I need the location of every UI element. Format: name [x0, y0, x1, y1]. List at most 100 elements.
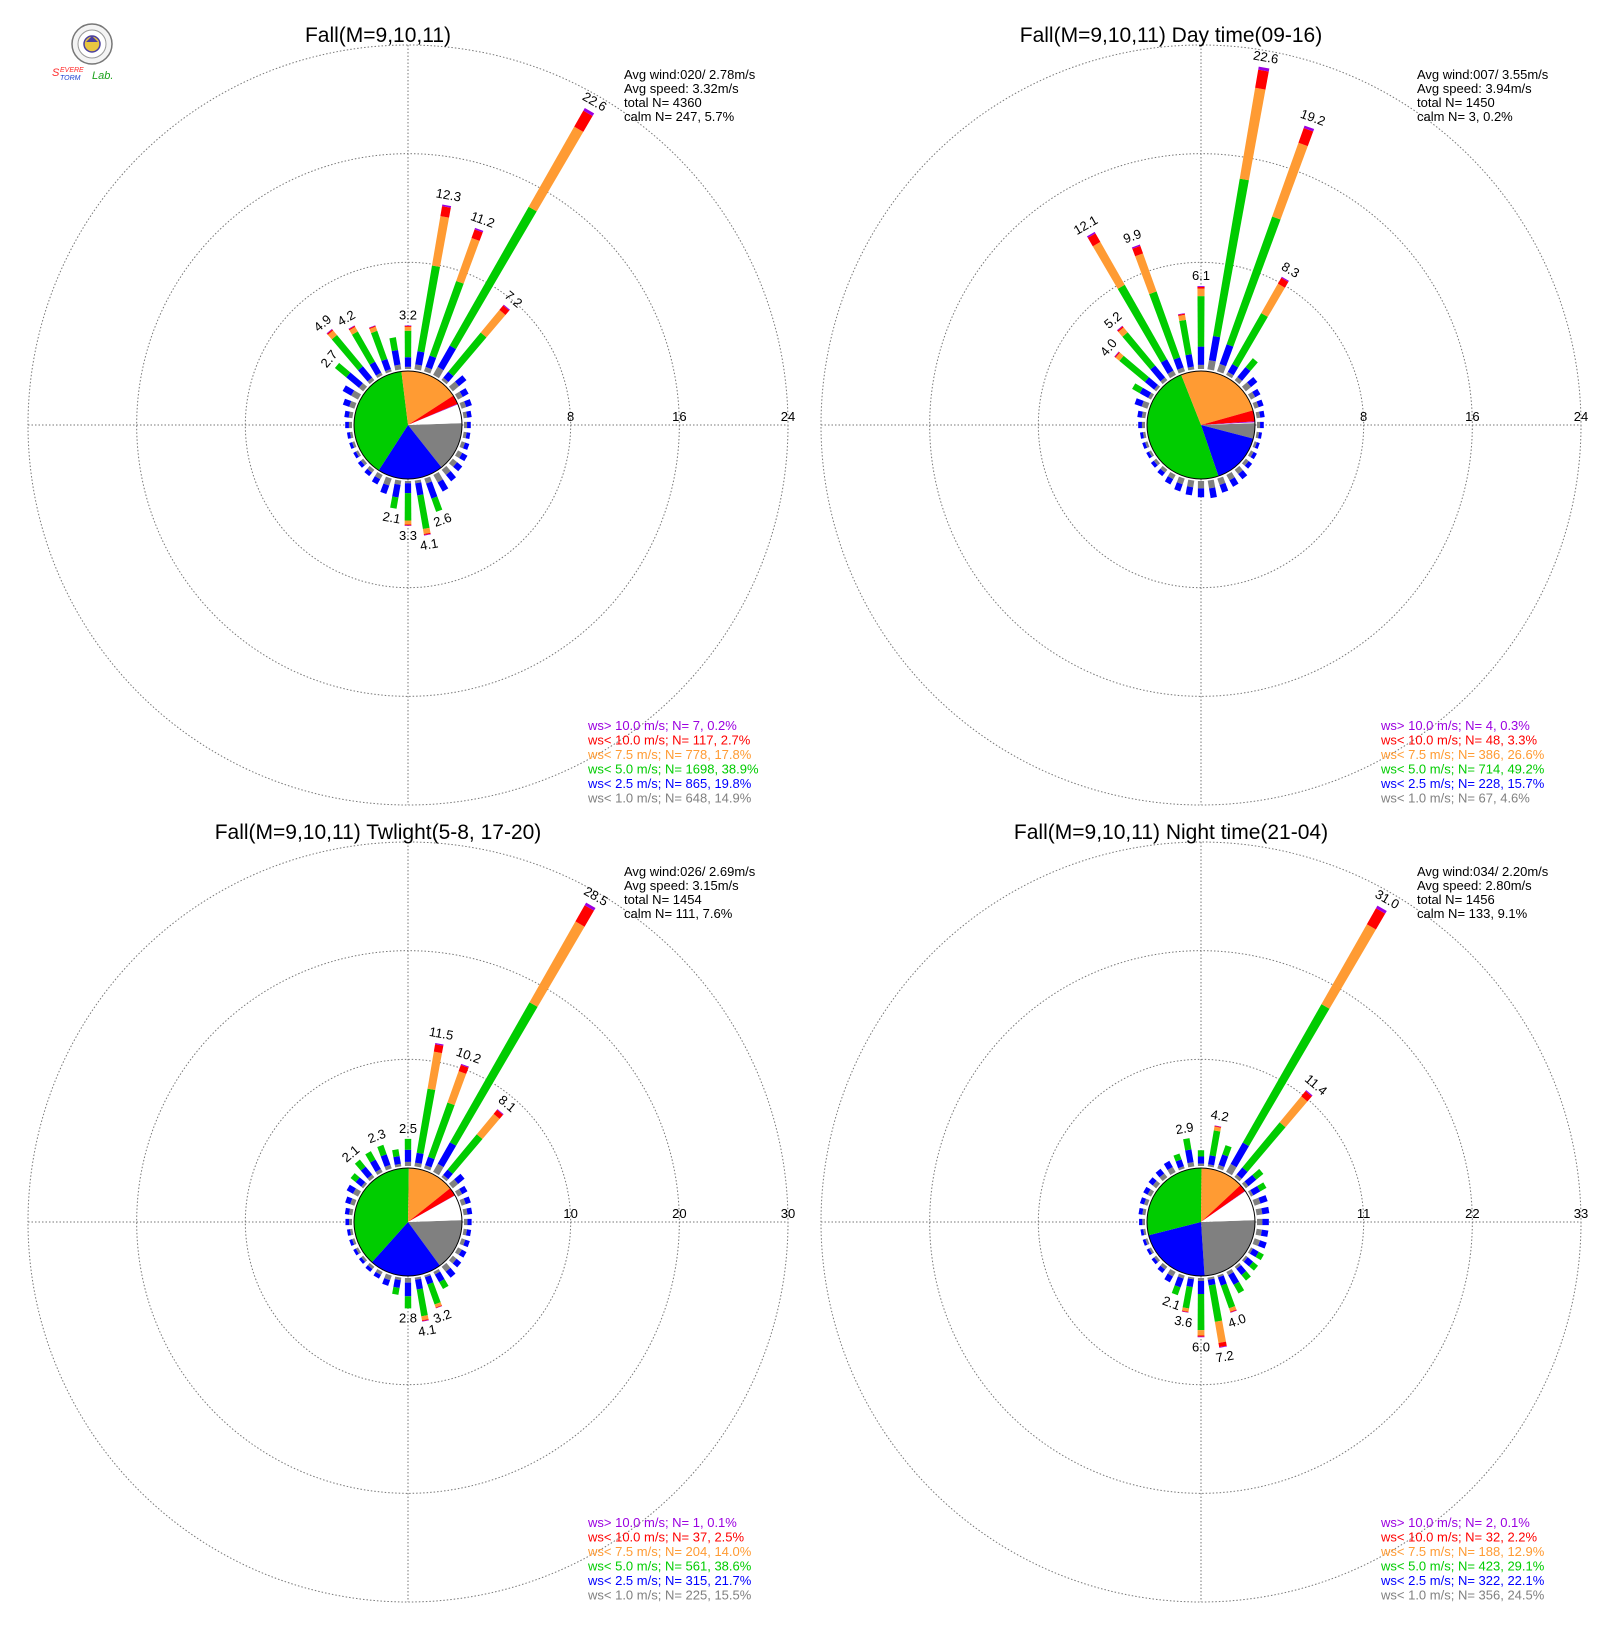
petal-segment-90-lt25	[1262, 1219, 1269, 1225]
stats-line: total N= 4360	[624, 95, 702, 110]
stats-line: Avg speed: 2.80m/s	[1417, 878, 1532, 893]
panel-title: Fall(M=9,10,11) Day time(09-16)	[1020, 24, 1322, 47]
petal-segment-0-lt5	[1198, 1150, 1204, 1156]
petal-segment-340-lt5	[377, 1145, 386, 1157]
petal-segment-190-lt5	[390, 496, 398, 508]
legend-entry: ws< 2.5 m/s; N= 865, 19.8%	[587, 776, 752, 791]
petal-segment-340-lt75	[1135, 253, 1156, 294]
petal-segment-10-lt75	[432, 216, 449, 267]
petal-segment-180-lt25	[405, 483, 411, 493]
petal-segment-270-lt1	[349, 422, 352, 428]
petal-segment-40-lt5	[1242, 1122, 1285, 1172]
petal-segment-170-lt75	[1215, 1321, 1226, 1343]
petal-segment-0-lt1	[1198, 1164, 1204, 1166]
petal-segment-340-lt25	[381, 1154, 391, 1167]
ring-label: 30	[781, 1206, 795, 1221]
petal-segment-30-lt75	[1321, 924, 1376, 1009]
petal-segment-190-lt1	[1187, 480, 1194, 488]
legend-entry: ws< 10.0 m/s; N= 32, 2.2%	[1380, 1530, 1538, 1545]
petal-segment-180-lt1	[405, 1278, 411, 1283]
legend-entry: ws< 7.5 m/s; N= 204, 14.0%	[587, 1544, 752, 1559]
petal-segment-40-lt75	[477, 1114, 500, 1139]
petal-segment-180-lt10	[1198, 1335, 1205, 1336]
ring-label: 8	[567, 409, 574, 424]
petal-segment-90-lt1	[1257, 422, 1260, 428]
petal-segment-0-lt25	[405, 1150, 411, 1162]
petal-value-label-170: 4.1	[417, 1321, 437, 1339]
petal-segment-0-lt75	[405, 327, 412, 331]
stats-line: calm N= 3, 0.2%	[1417, 109, 1513, 124]
petal-segment-20-lt5	[1222, 1145, 1231, 1156]
petal-segment-0-lt1	[1198, 365, 1204, 369]
petal-segment-350-lt25	[1185, 1149, 1193, 1163]
petal-segment-90-lt25	[1260, 422, 1264, 428]
petal-value-label-20: 11.2	[469, 208, 497, 230]
legend-entry: ws< 1.0 m/s; N= 356, 24.5%	[1380, 1588, 1545, 1603]
petal-segment-340-lt25	[381, 359, 391, 371]
petal-segment-20-lt25	[426, 355, 437, 369]
petal-segment-190-lt5	[392, 1287, 399, 1295]
petal-segment-350-lt25	[392, 350, 401, 366]
petal-segment-180-lt5	[405, 1296, 412, 1308]
petal-segment-350-lt5	[1179, 320, 1191, 355]
legend-entry: ws< 7.5 m/s; N= 188, 12.9%	[1380, 1544, 1545, 1559]
petal-segment-30-lt75	[530, 921, 585, 1006]
petal-segment-0-lt25	[1198, 1157, 1204, 1164]
petal-segment-180-lt25	[1198, 1281, 1204, 1294]
petal-segment-180-lt5	[405, 493, 412, 520]
petal-value-label-160: 4.0	[1226, 1311, 1248, 1331]
legend-entry: ws< 10.0 m/s; N= 48, 3.3%	[1380, 733, 1538, 748]
panel-title: Fall(M=9,10,11) Twlight(5-8, 17-20)	[215, 821, 542, 844]
petal-value-label-0: 2.5	[399, 1121, 417, 1136]
petal-segment-270-lt25	[1139, 1219, 1142, 1225]
petal-value-label-10: 12.3	[435, 185, 463, 204]
petal-segment-340-lt25	[1174, 357, 1184, 369]
legend-entry: ws> 10.0 m/s; N= 1, 0.1%	[587, 1515, 737, 1530]
stats-line: calm N= 111, 7.6%	[624, 906, 733, 921]
ring-label: 16	[672, 409, 686, 424]
petal-segment-20-lt10	[1298, 128, 1313, 146]
ring-label: 24	[781, 409, 795, 424]
petal-segment-0-gt10	[1197, 286, 1204, 287]
ring-label: 33	[1574, 1206, 1588, 1221]
petal-segment-170-lt5	[417, 494, 429, 529]
petal-segment-10-lt75	[1240, 88, 1266, 180]
petal-value-label-340: 2.3	[366, 1126, 388, 1146]
ring-label: 24	[1574, 409, 1588, 424]
legend-entry: ws< 1.0 m/s; N= 225, 15.5%	[587, 1588, 752, 1603]
stats-line: Avg speed: 3.94m/s	[1417, 81, 1532, 96]
stats-line: Avg wind:020/ 2.78m/s	[624, 67, 756, 82]
petal-segment-10-lt25	[1209, 336, 1220, 361]
petal-segment-310-lt25	[346, 372, 363, 387]
petal-segment-10-lt10	[434, 1044, 444, 1053]
stats-line: total N= 1450	[1417, 95, 1495, 110]
petal-segment-10-lt25	[1208, 1155, 1216, 1165]
petal-segment-180-gt10	[1198, 1337, 1205, 1338]
petal-segment-170-lt25	[415, 482, 423, 495]
petal-segment-0-lt1	[405, 1162, 411, 1166]
petal-value-label-180: 2.8	[399, 1310, 417, 1325]
stats-line: calm N= 247, 5.7%	[624, 109, 735, 124]
petal-segment-270-lt1	[1142, 422, 1145, 428]
petal-value-label-190: 2.1	[381, 509, 401, 527]
legend-entry: ws< 10.0 m/s; N= 117, 2.7%	[587, 733, 751, 748]
petal-value-label-0: 3.2	[399, 308, 417, 323]
legend-entry: ws> 10.0 m/s; N= 2, 0.1%	[1380, 1515, 1530, 1530]
stats-line: total N= 1456	[1417, 892, 1495, 907]
petal-segment-20-lt75	[456, 238, 479, 284]
petal-segment-270-lt25	[1138, 422, 1142, 428]
petal-segment-20-lt75	[1272, 143, 1308, 220]
ring-label: 22	[1465, 1206, 1479, 1221]
petal-segment-0-lt75	[1197, 289, 1204, 296]
petal-segment-0-lt1	[405, 367, 411, 369]
petal-segment-320-lt25	[1150, 365, 1165, 381]
petal-segment-270-lt1	[349, 1219, 352, 1225]
petal-segment-160-lt25	[426, 482, 437, 499]
petal-segment-330-lt75	[1093, 242, 1125, 289]
petal-segment-80-lt25	[1261, 1207, 1269, 1214]
